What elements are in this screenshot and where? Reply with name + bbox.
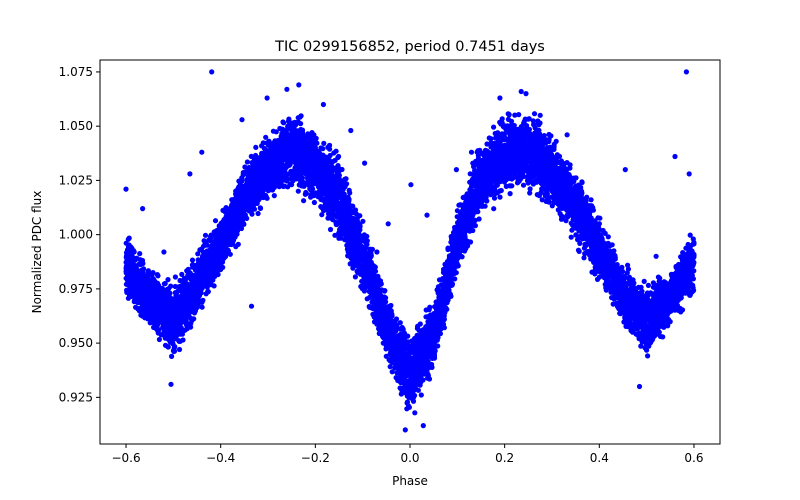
data-point (665, 323, 671, 329)
data-point (512, 112, 518, 118)
data-point (605, 234, 611, 240)
data-point (476, 216, 482, 222)
data-point (596, 274, 603, 280)
data-point (331, 150, 337, 156)
data-point (497, 188, 503, 194)
data-point (156, 336, 162, 343)
data-point (567, 162, 573, 168)
data-point (211, 283, 217, 289)
data-point (327, 152, 333, 159)
data-point (505, 116, 511, 122)
data-point (625, 262, 631, 268)
data-point (516, 112, 522, 118)
data-point (352, 274, 358, 280)
data-point (189, 257, 196, 263)
data-point (418, 392, 424, 398)
data-point (563, 218, 569, 224)
data-point (645, 353, 651, 359)
data-point (364, 296, 370, 302)
data-point (602, 230, 608, 236)
data-point (327, 226, 334, 233)
data-point (165, 277, 171, 283)
data-point (161, 281, 167, 287)
data-point (155, 273, 161, 279)
data-point (255, 210, 261, 217)
data-point (539, 197, 545, 203)
data-points (123, 69, 697, 433)
data-point (298, 113, 304, 119)
data-point (530, 118, 536, 124)
data-point (491, 195, 498, 201)
data-point (568, 234, 574, 240)
data-point (244, 159, 250, 165)
data-point (321, 140, 327, 146)
data-point (169, 353, 175, 359)
data-point (507, 191, 513, 197)
data-point (645, 282, 652, 288)
data-point (497, 194, 503, 200)
data-point (479, 203, 485, 209)
data-point (319, 212, 325, 218)
data-point (199, 304, 205, 310)
data-point (531, 111, 538, 117)
data-point (202, 232, 209, 238)
data-point (488, 136, 494, 142)
